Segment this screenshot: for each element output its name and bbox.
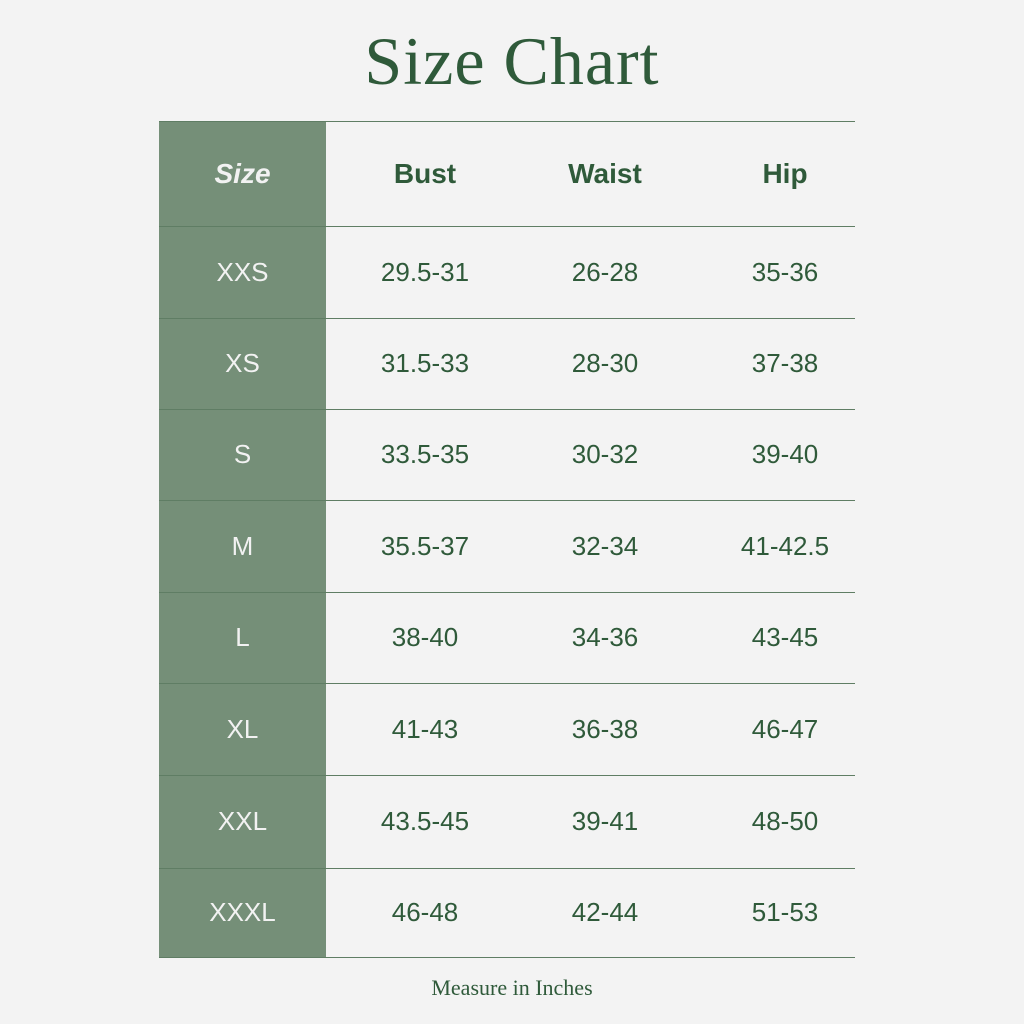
cell-bust: 31.5-33 [380, 348, 470, 378]
cell-hip: 51-53 [751, 897, 819, 927]
table-row: XS 31.5-33 28-30 37-38 [159, 318, 855, 409]
footer-note: Measure in Inches [431, 975, 593, 1000]
row-divider [159, 500, 855, 501]
cell-size: XXS [216, 256, 269, 287]
row-divider [159, 775, 855, 776]
cell-hip: 41-42.5 [740, 530, 830, 561]
cell-waist: 28-30 [571, 348, 639, 378]
cell-waist: 26-28 [571, 256, 639, 287]
cell-waist: 36-38 [571, 713, 639, 744]
cell-waist: 32-34 [571, 530, 639, 561]
size-column-background [159, 121, 326, 957]
row-divider [159, 957, 855, 958]
cell-size: XXXL [209, 897, 276, 927]
table-row: XXXL 46-48 42-44 51-53 [159, 868, 855, 957]
cell-size: XS [225, 348, 260, 378]
cell-waist: 39-41 [571, 806, 639, 836]
row-divider [159, 409, 855, 410]
table-row: XXL 43.5-45 39-41 48-50 [159, 775, 855, 868]
cell-bust: 33.5-35 [380, 439, 470, 469]
row-divider [159, 226, 855, 227]
header-size: Size [214, 157, 271, 189]
cell-bust: 35.5-37 [380, 530, 470, 561]
cell-bust: 41-43 [391, 713, 459, 744]
page-title: Size Chart [364, 23, 660, 99]
cell-bust: 43.5-45 [380, 806, 470, 836]
cell-hip: 37-38 [751, 348, 819, 378]
cell-size: XXL [217, 806, 268, 836]
table-row: M 35.5-37 32-34 41-42.5 [159, 500, 855, 592]
row-divider [159, 318, 855, 319]
header-bust: Bust [393, 157, 457, 189]
table-row: XL 41-43 36-38 46-47 [159, 683, 855, 775]
header-waist: Waist [568, 157, 642, 189]
row-divider [159, 868, 855, 869]
row-divider [159, 683, 855, 684]
header-hip: Hip [762, 157, 808, 189]
cell-bust: 29.5-31 [380, 256, 470, 287]
table-row: XXS 29.5-31 26-28 35-36 [159, 226, 855, 318]
cell-hip: 48-50 [751, 806, 819, 836]
cell-waist: 34-36 [571, 622, 639, 652]
table-header-row: Size Bust Waist Hip [159, 121, 855, 226]
cell-hip: 39-40 [751, 439, 819, 469]
row-divider [159, 592, 855, 593]
table-row: L 38-40 34-36 43-45 [159, 592, 855, 683]
cell-size: S [233, 439, 252, 469]
cell-size: L [235, 622, 250, 652]
cell-waist: 30-32 [571, 439, 639, 469]
table-row: S 33.5-35 30-32 39-40 [159, 409, 855, 500]
row-divider [159, 121, 855, 122]
cell-hip: 46-47 [751, 713, 819, 744]
cell-size: XL [226, 713, 259, 744]
cell-size: M [231, 530, 254, 561]
cell-hip: 43-45 [751, 622, 819, 652]
cell-hip: 35-36 [751, 256, 819, 287]
cell-bust: 38-40 [391, 622, 459, 652]
cell-waist: 42-44 [571, 897, 639, 927]
cell-bust: 46-48 [391, 897, 459, 927]
